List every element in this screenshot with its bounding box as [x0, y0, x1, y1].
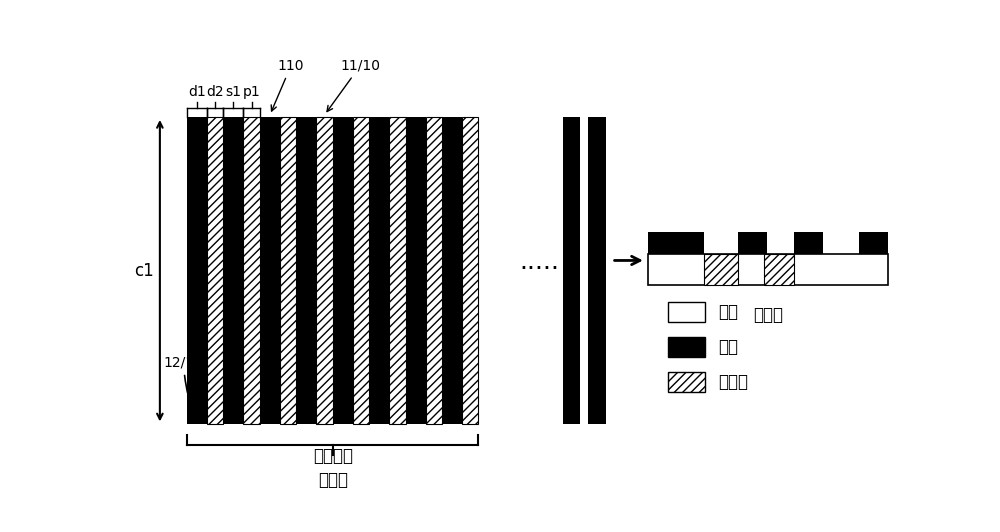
Bar — [353, 117, 369, 425]
Bar — [296, 117, 316, 425]
Text: p1: p1 — [243, 85, 261, 99]
Text: 基板: 基板 — [719, 303, 739, 321]
Bar — [648, 232, 704, 254]
Text: d1: d1 — [188, 85, 206, 99]
Bar — [406, 117, 426, 425]
Bar — [563, 117, 580, 425]
Text: s1: s1 — [225, 85, 241, 99]
Bar — [442, 117, 462, 425]
Bar — [764, 254, 794, 285]
Bar — [207, 117, 223, 425]
Bar — [704, 254, 738, 285]
Bar — [243, 117, 260, 425]
Text: 钓板: 钓板 — [719, 338, 739, 356]
Text: d2: d2 — [206, 85, 224, 99]
Text: 剖面图: 剖面图 — [753, 305, 783, 323]
Bar — [462, 117, 478, 425]
Bar — [333, 117, 353, 425]
Text: c1: c1 — [134, 262, 154, 280]
Text: 110: 110 — [271, 59, 304, 111]
Bar — [648, 254, 888, 285]
Text: 俯视图: 俯视图 — [318, 471, 348, 489]
Text: 12/10: 12/10 — [164, 356, 204, 416]
Text: 周期排列: 周期排列 — [313, 447, 353, 465]
Bar — [223, 117, 243, 425]
Text: 相移区: 相移区 — [719, 373, 749, 390]
Bar — [588, 117, 606, 425]
Bar — [389, 117, 406, 425]
Bar — [369, 117, 389, 425]
Bar — [280, 117, 296, 425]
Bar — [859, 232, 888, 254]
Bar — [668, 337, 705, 357]
Bar — [738, 232, 767, 254]
Bar — [794, 232, 823, 254]
Text: 11/10: 11/10 — [327, 59, 380, 112]
Bar — [668, 372, 705, 392]
Bar — [426, 117, 442, 425]
Bar — [187, 117, 207, 425]
Bar — [668, 302, 705, 322]
Bar — [260, 117, 280, 425]
Text: ·····: ····· — [520, 256, 560, 281]
Bar — [316, 117, 333, 425]
